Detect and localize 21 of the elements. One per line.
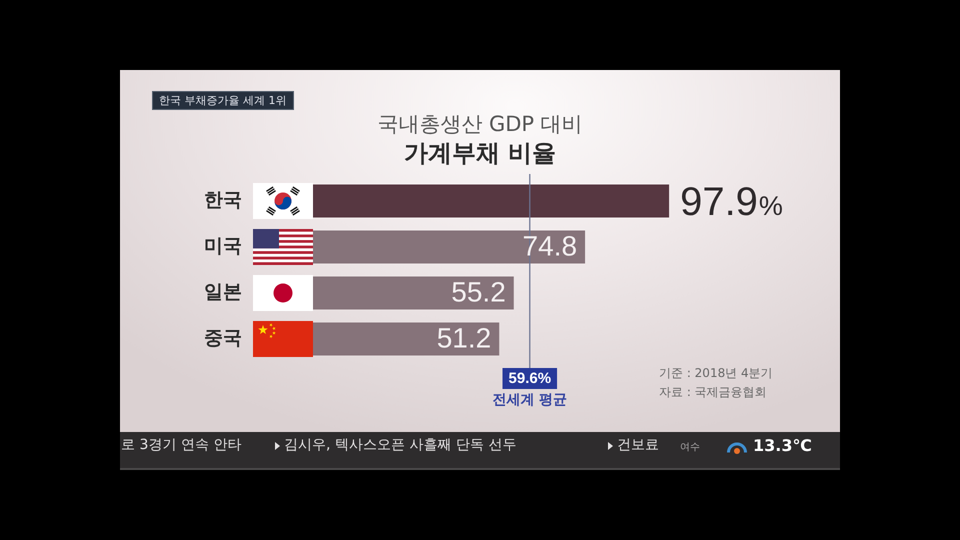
- y-tick-label: 한국: [204, 188, 242, 211]
- text: 여수: [680, 442, 700, 454]
- chart-title: 가계부채 비율: [404, 138, 556, 169]
- text: 전세계 평균: [492, 392, 568, 409]
- text: 한국 부채증가율 세계 1위: [152, 91, 294, 110]
- annotation: 기준 : 2018년 4분기: [659, 366, 773, 380]
- text: 로 3경기 연속 안타: [121, 437, 242, 454]
- data-label: 51.2: [436, 322, 492, 354]
- text: 자료 : 국제금융협회: [659, 385, 767, 400]
- y-tick-label: 중국: [204, 326, 242, 349]
- ref-line-label: 59.6%: [508, 370, 552, 388]
- text: 건보료: [617, 437, 659, 454]
- bar: [313, 230, 586, 264]
- chart-subtitle: 국내총생산 GDP 대비: [377, 111, 583, 138]
- data-label: 74.8: [522, 230, 578, 262]
- data-label: 55.2: [451, 276, 506, 308]
- y-tick-label: 미국: [204, 234, 242, 257]
- y-tick-label: 일본: [204, 280, 242, 303]
- text: 김시우, 텍사스오픈 사흘째 단독 선두: [284, 437, 516, 454]
- text: 13.3℃: [753, 436, 812, 456]
- data-label: 97.9%: [680, 180, 783, 224]
